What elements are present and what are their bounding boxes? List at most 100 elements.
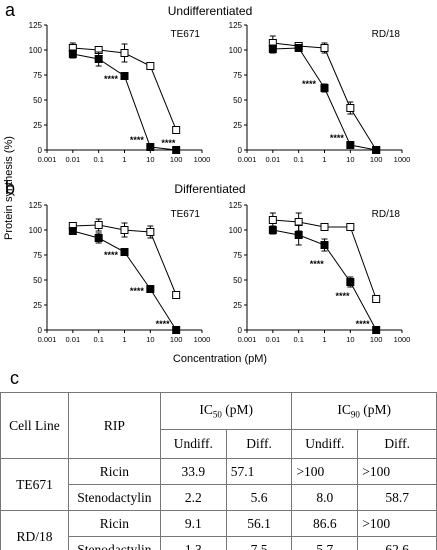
series-line — [72, 53, 177, 151]
filled-square-marker — [146, 285, 155, 293]
significance-label: **** — [104, 250, 119, 260]
charts-svg: Protein synthesis (%) Concentration (pM)… — [3, 21, 411, 365]
table-cell: 57.1 — [225, 458, 293, 485]
series-line — [272, 42, 377, 151]
open-square-marker — [346, 223, 355, 231]
x-tick-label: 0.001 — [238, 155, 257, 164]
table-cell: 2.2 — [159, 484, 227, 511]
x-tick-label: 0.01 — [66, 155, 81, 164]
filled-square-marker — [268, 226, 277, 234]
y-axis-label: Protein synthesis (%) — [3, 136, 15, 240]
y-tick-label: 100 — [29, 46, 43, 55]
open-square-marker — [372, 295, 381, 303]
x-tick-label: 10 — [346, 335, 354, 344]
significance-label: **** — [330, 133, 345, 143]
y-tick-label: 0 — [238, 146, 243, 155]
x-tick-label: 0.01 — [266, 155, 281, 164]
table-cell: 9.1 — [159, 510, 227, 537]
significance-label: **** — [161, 138, 176, 148]
table-cell: Stenodactylin — [67, 484, 161, 511]
y-tick-label: 100 — [29, 226, 43, 235]
y-tick-label: 0 — [238, 326, 243, 335]
significance-label: **** — [310, 259, 325, 269]
x-tick-label: 100 — [370, 155, 383, 164]
y-tick-label: 50 — [33, 276, 42, 285]
header-ic90-suffix: (pM) — [359, 402, 392, 418]
y-tick-label: 75 — [33, 71, 42, 80]
filled-square-marker — [94, 234, 103, 242]
x-tick-label: 0.01 — [66, 335, 81, 344]
x-tick-label: 10 — [146, 335, 154, 344]
cell-line-label: TE671 — [171, 209, 201, 220]
open-square-marker — [146, 228, 155, 236]
table-cell: >100 — [357, 458, 437, 485]
y-tick-label: 75 — [233, 251, 242, 260]
table-cell: 8.0 — [291, 484, 359, 511]
x-tick-label: 100 — [170, 335, 183, 344]
significance-label: **** — [130, 286, 145, 296]
header-diff-ic90: Diff. — [357, 429, 437, 459]
x-tick-label: 0.1 — [293, 155, 303, 164]
x-tick-label: 0.001 — [38, 155, 57, 164]
x-tick-label: 1 — [322, 335, 326, 344]
x-tick-label: 0.001 — [238, 335, 257, 344]
significance-label: **** — [130, 135, 145, 145]
y-tick-label: 25 — [33, 121, 42, 130]
x-tick-label: 10 — [146, 155, 154, 164]
x-tick-label: 0.01 — [266, 335, 281, 344]
header-ic50-sub: 50 — [212, 409, 222, 420]
open-square-marker — [146, 62, 155, 70]
y-tick-label: 125 — [229, 21, 243, 30]
filled-square-marker — [94, 55, 103, 63]
series-line — [272, 47, 377, 151]
significance-label: **** — [156, 319, 171, 329]
panel-letter-c: c — [10, 368, 19, 388]
table-cell: >100 — [357, 510, 437, 537]
open-square-marker — [120, 226, 129, 234]
y-tick-label: 50 — [233, 96, 242, 105]
y-tick-label: 0 — [38, 146, 43, 155]
panel-letter-a: a — [5, 0, 16, 20]
y-tick-label: 125 — [29, 201, 43, 210]
open-square-marker — [120, 49, 129, 57]
y-tick-label: 125 — [29, 21, 43, 30]
y-tick-label: 25 — [233, 301, 242, 310]
cell-line-label: RD/18 — [372, 29, 401, 40]
filled-square-marker — [146, 143, 155, 151]
filled-square-marker — [120, 72, 129, 80]
header-ic50-prefix: IC — [199, 402, 213, 418]
x-tick-label: 10 — [346, 155, 354, 164]
ic-table-wrap: Cell Line RIP IC50 (pM) IC90 (pM) Undiff… — [0, 392, 437, 550]
table-cell: 33.9 — [159, 458, 227, 485]
filled-square-marker — [172, 326, 181, 334]
open-square-marker — [346, 104, 355, 112]
table-cell: 56.1 — [225, 510, 293, 537]
table-cell: Ricin — [67, 458, 161, 485]
y-tick-label: 25 — [233, 121, 242, 130]
header-undiff-ic50: Undiff. — [159, 429, 227, 459]
filled-square-marker — [372, 326, 381, 334]
x-tick-label: 1 — [122, 155, 126, 164]
table-cell: Ricin — [67, 510, 161, 537]
y-tick-label: 100 — [229, 46, 243, 55]
open-square-marker — [294, 218, 303, 226]
panel-letter-b: b — [5, 178, 16, 198]
significance-label: **** — [356, 319, 371, 329]
open-square-marker — [172, 126, 181, 134]
cell-line-te671: TE671 — [0, 458, 69, 511]
filled-square-marker — [172, 146, 181, 154]
filled-square-marker — [346, 278, 355, 286]
filled-square-marker — [68, 227, 77, 235]
x-tick-label: 1000 — [194, 335, 211, 344]
cell-line-label: RD/18 — [372, 209, 401, 220]
header-ic90-sub: 90 — [350, 409, 360, 420]
y-tick-label: 25 — [33, 301, 42, 310]
x-axis-label: Concentration (pM) — [173, 353, 267, 365]
x-tick-label: 1000 — [394, 155, 411, 164]
filled-square-marker — [294, 231, 303, 239]
header-ic90: IC90 (pM) — [291, 392, 437, 430]
header-ic50-suffix: (pM) — [221, 402, 253, 418]
header-rip: RIP — [67, 392, 161, 459]
table-cell: 7.5 — [225, 536, 293, 550]
